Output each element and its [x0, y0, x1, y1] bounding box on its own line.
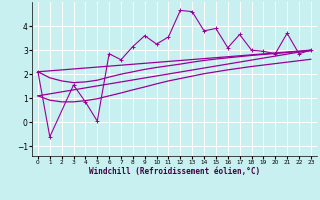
X-axis label: Windchill (Refroidissement éolien,°C): Windchill (Refroidissement éolien,°C) [89, 167, 260, 176]
